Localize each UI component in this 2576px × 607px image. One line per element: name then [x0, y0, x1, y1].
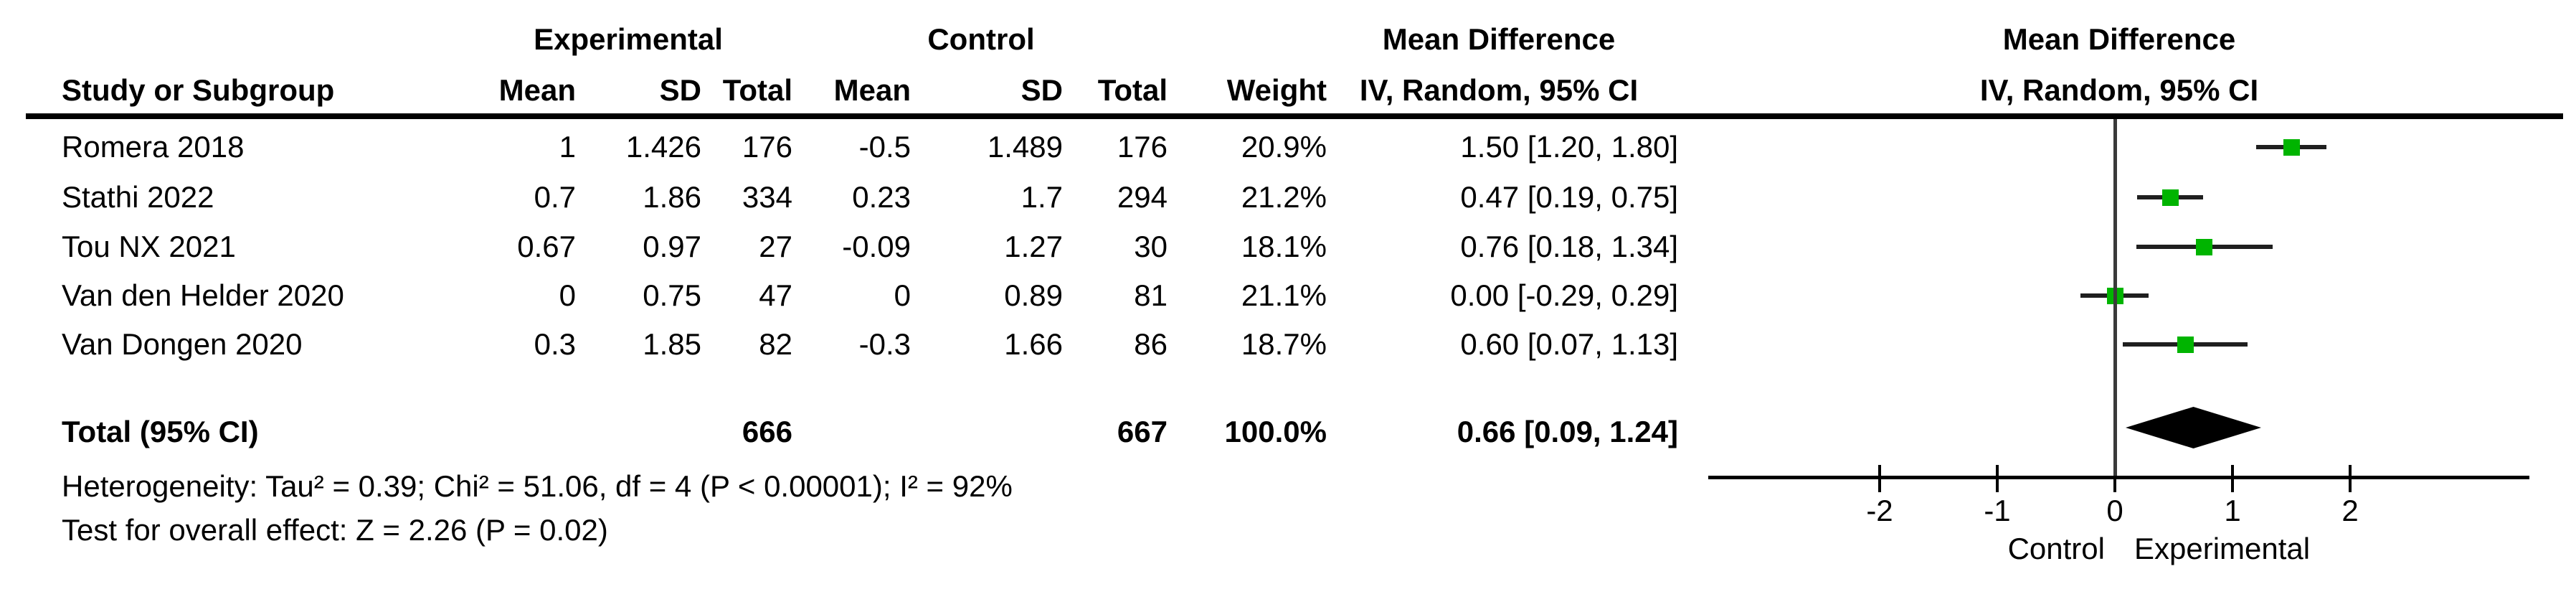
total-weight: 100.0%: [1224, 415, 1327, 448]
column-header-total-experimental: Total: [722, 73, 792, 107]
axis-tick-label: -1: [1984, 494, 2011, 527]
control-total-cell: 294: [1117, 180, 1168, 214]
experimental-mean-cell: 0: [559, 278, 576, 312]
effect-square-marker: [2283, 139, 2300, 156]
experimental-mean-cell: 0.3: [534, 327, 576, 361]
weight-cell: 20.9%: [1241, 130, 1327, 164]
experimental-sd-cell: 1.85: [643, 327, 701, 361]
weight-cell: 18.1%: [1241, 230, 1327, 263]
experimental-mean-cell: 1: [559, 130, 576, 164]
axis-tick-label: 0: [2106, 494, 2123, 527]
control-mean-cell: 0.23: [852, 180, 911, 214]
study-name: Van Dongen 2020: [62, 327, 303, 361]
x-axis-line: [1708, 476, 2529, 479]
control-total-cell: 81: [1134, 278, 1168, 312]
experimental-total-cell: 334: [742, 180, 792, 214]
model-header-right: IV, Random, 95% CI: [1979, 73, 2259, 107]
column-header-sd-control: SD: [1021, 73, 1063, 107]
study-name: Tou NX 2021: [62, 230, 236, 263]
control-total-cell: 176: [1117, 130, 1168, 164]
ci-estimate-cell: 1.50 [1.20, 1.80]: [1460, 130, 1678, 164]
axis-tick-label: 2: [2341, 494, 2359, 527]
ci-estimate-cell: 0.00 [-0.29, 0.29]: [1450, 278, 1678, 312]
ci-estimate-cell: 0.76 [0.18, 1.34]: [1460, 230, 1678, 263]
experimental-mean-cell: 0.67: [517, 230, 576, 263]
ci-estimate-cell: 0.47 [0.19, 0.75]: [1460, 180, 1678, 214]
experimental-sd-cell: 1.86: [643, 180, 701, 214]
total-row-label: Total (95% CI): [62, 415, 259, 448]
ci-estimate-cell: 0.60 [0.07, 1.13]: [1460, 327, 1678, 361]
header-rule: [26, 113, 2563, 119]
experimental-group-header: Experimental: [534, 22, 723, 56]
effect-measure-header-left: Mean Difference: [1382, 22, 1616, 56]
control-mean-cell: -0.5: [858, 130, 911, 164]
total-ci-estimate: 0.66 [0.09, 1.24]: [1457, 415, 1678, 448]
total-control-n: 667: [1117, 415, 1168, 448]
study-name: Van den Helder 2020: [62, 278, 344, 312]
axis-label-experimental: Experimental: [2134, 532, 2311, 565]
experimental-total-cell: 176: [742, 130, 792, 164]
axis-tick-label: -2: [1866, 494, 1893, 527]
zero-line: [2113, 119, 2117, 477]
pooled-diamond-marker: [2126, 407, 2261, 448]
effect-square-marker: [2162, 189, 2179, 206]
control-mean-cell: -0.3: [858, 327, 911, 361]
control-group-header: Control: [927, 22, 1035, 56]
control-sd-cell: 0.89: [1004, 278, 1063, 312]
column-header-total-control: Total: [1097, 73, 1168, 107]
control-sd-cell: 1.66: [1004, 327, 1063, 361]
control-total-cell: 30: [1134, 230, 1168, 263]
control-total-cell: 86: [1134, 327, 1168, 361]
total-experimental-n: 666: [742, 415, 792, 448]
weight-cell: 21.1%: [1241, 278, 1327, 312]
control-mean-cell: 0: [894, 278, 911, 312]
experimental-mean-cell: 0.7: [534, 180, 576, 214]
experimental-total-cell: 82: [759, 327, 792, 361]
experimental-sd-cell: 0.97: [643, 230, 701, 263]
control-sd-cell: 1.7: [1021, 180, 1063, 214]
column-header-weight: Weight: [1226, 73, 1327, 107]
experimental-sd-cell: 0.75: [643, 278, 701, 312]
axis-label-control: Control: [2007, 532, 2105, 565]
control-mean-cell: -0.09: [842, 230, 911, 263]
experimental-sd-cell: 1.426: [625, 130, 701, 164]
axis-tick-label: 1: [2224, 494, 2241, 527]
column-header-study: Study or Subgroup: [62, 73, 335, 107]
heterogeneity-note: Heterogeneity: Tau² = 0.39; Chi² = 51.06…: [62, 469, 1013, 503]
effect-measure-header-right: Mean Difference: [2002, 22, 2236, 56]
weight-cell: 21.2%: [1241, 180, 1327, 214]
overall-effect-note: Test for overall effect: Z = 2.26 (P = 0…: [62, 513, 608, 547]
column-header-sd-experimental: SD: [659, 73, 701, 107]
column-header-mean-control: Mean: [833, 73, 911, 107]
effect-square-marker: [2177, 337, 2194, 353]
control-sd-cell: 1.489: [987, 130, 1063, 164]
study-name: Romera 2018: [62, 130, 245, 164]
effect-square-marker: [2196, 239, 2212, 255]
control-sd-cell: 1.27: [1004, 230, 1063, 263]
model-header-left: IV, Random, 95% CI: [1359, 73, 1639, 107]
experimental-total-cell: 27: [759, 230, 792, 263]
experimental-total-cell: 47: [759, 278, 792, 312]
column-header-mean-experimental: Mean: [498, 73, 576, 107]
study-name: Stathi 2022: [62, 180, 214, 214]
weight-cell: 18.7%: [1241, 327, 1327, 361]
